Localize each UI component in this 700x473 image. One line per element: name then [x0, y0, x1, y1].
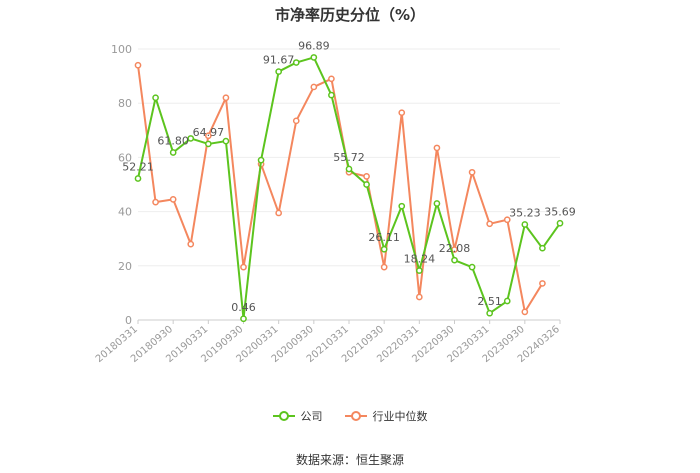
data-point-company	[310, 54, 318, 61]
data-point-company	[486, 309, 494, 317]
data-point-industry-median	[503, 216, 511, 224]
data-point-industry-median	[380, 263, 388, 271]
data-point-industry-median	[468, 168, 476, 176]
y-tick-label: 60	[118, 151, 132, 164]
data-point-industry-median	[134, 61, 142, 69]
legend-swatch-industry-median	[344, 411, 367, 421]
data-point-company	[363, 181, 370, 188]
data-point-company	[169, 149, 177, 156]
data-point-company	[152, 94, 159, 102]
legend: 公司 行业中位数	[0, 408, 700, 424]
data-point-industry-median	[222, 94, 230, 102]
data-point-company	[415, 267, 423, 274]
data-point-company	[451, 256, 458, 264]
data-point-industry-median	[521, 308, 529, 316]
data-point-company	[468, 263, 476, 271]
legend-label-industry-median: 行业中位数	[372, 410, 428, 423]
chart-title: 市净率历史分位（%）	[274, 6, 426, 24]
data-point-industry-median	[398, 109, 406, 117]
data-point-company	[275, 68, 283, 75]
data-point-industry-median	[275, 209, 283, 217]
data-point-company	[187, 135, 195, 142]
data-point-company	[240, 315, 247, 323]
data-label-company: 64.97	[193, 126, 225, 139]
data-label-company: 61.80	[157, 135, 189, 148]
data-label-company: 2.51	[477, 295, 502, 308]
series-line-industry-median	[137, 65, 544, 313]
data-point-industry-median	[152, 198, 159, 206]
data-label-company: 18.24	[404, 253, 436, 266]
data-point-industry-median	[169, 196, 177, 203]
data-point-industry-median	[292, 117, 300, 125]
data-label-company: 52.21	[122, 161, 154, 174]
data-point-company	[398, 202, 406, 210]
legend-item-company[interactable]: 公司	[272, 408, 323, 424]
data-point-company	[539, 244, 546, 252]
y-tick-label: 80	[118, 97, 132, 110]
source-note: 数据来源：恒生聚源	[295, 453, 404, 467]
data-point-industry-median	[363, 173, 370, 180]
y-tick-label: 0	[125, 314, 132, 327]
legend-label-company: 公司	[300, 410, 323, 423]
data-point-company	[292, 59, 300, 66]
data-label-company: 35.23	[509, 207, 541, 220]
y-tick-label: 40	[118, 206, 132, 219]
data-label-company: 22.08	[439, 242, 471, 255]
data-point-company	[433, 200, 441, 207]
legend-item-industry-median[interactable]: 行业中位数	[344, 408, 428, 424]
data-point-company	[521, 221, 529, 228]
data-label-company: 35.69	[544, 205, 576, 218]
data-point-industry-median	[187, 240, 195, 248]
data-point-company	[556, 219, 564, 227]
data-point-company	[222, 137, 230, 145]
data-point-industry-median	[433, 144, 441, 152]
data-point-company	[257, 156, 265, 164]
data-point-industry-median	[486, 220, 494, 228]
data-point-company	[328, 91, 335, 99]
legend-swatch-company	[272, 411, 295, 421]
data-label-company: 91.67	[263, 54, 295, 67]
data-point-industry-median	[204, 132, 212, 140]
data-point-industry-median	[240, 263, 247, 271]
data-point-company	[380, 245, 388, 253]
y-tick-label: 20	[118, 260, 132, 273]
data-label-company: 26.11	[368, 231, 400, 244]
data-point-company	[503, 297, 511, 305]
y-tick-label: 100	[111, 43, 132, 56]
data-label-company: 55.72	[333, 151, 365, 164]
data-point-industry-median	[539, 280, 546, 287]
data-point-industry-median	[415, 293, 423, 301]
data-point-company	[345, 165, 353, 173]
series-line-company	[137, 56, 561, 320]
data-point-company	[204, 140, 212, 148]
data-point-company	[134, 175, 142, 182]
data-label-company: 0.46	[231, 301, 256, 314]
data-point-industry-median	[328, 75, 335, 83]
data-point-industry-median	[310, 83, 318, 91]
data-label-company: 96.89	[298, 39, 330, 52]
